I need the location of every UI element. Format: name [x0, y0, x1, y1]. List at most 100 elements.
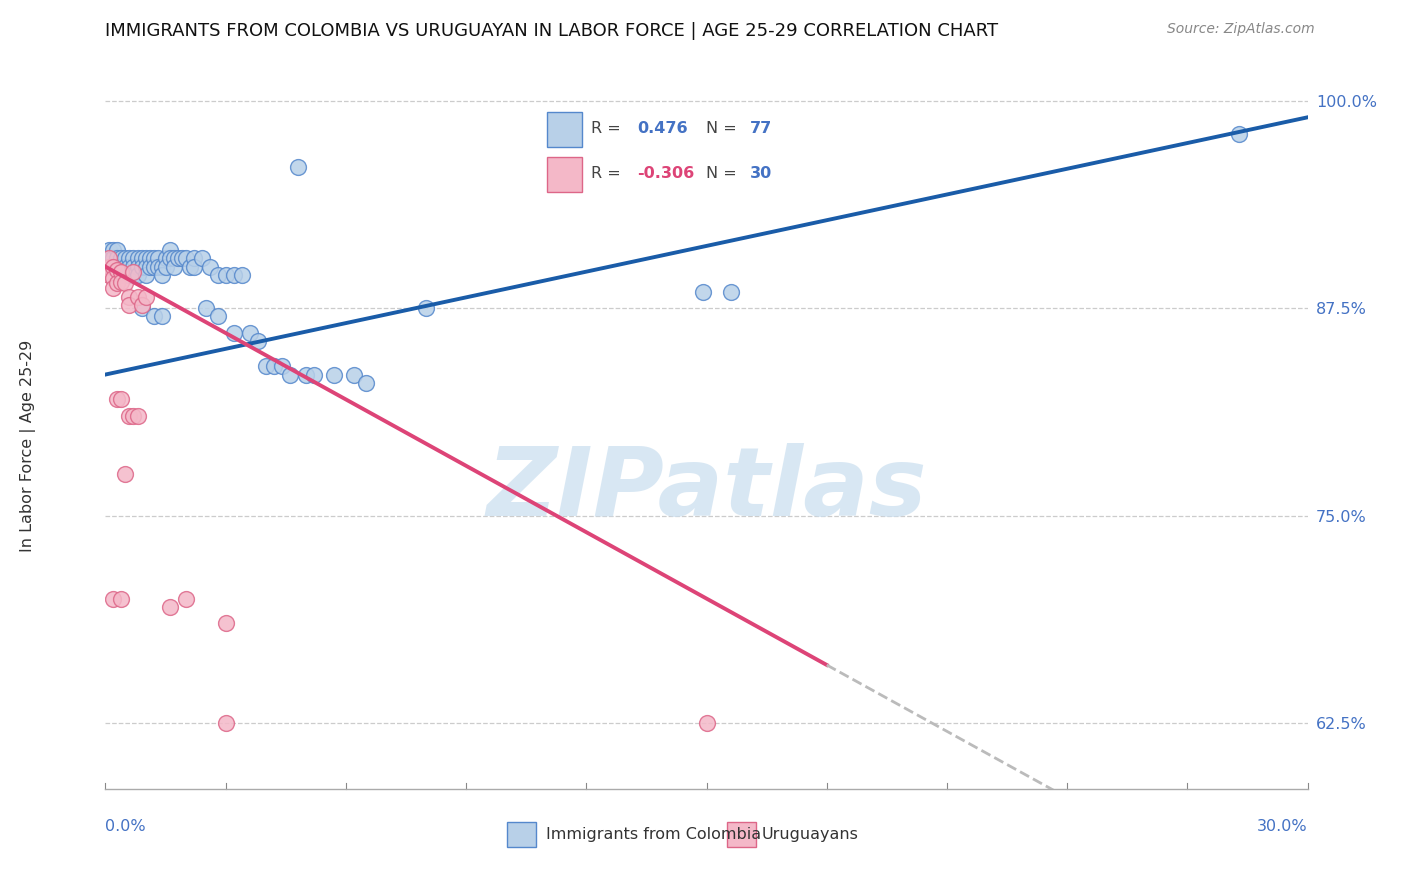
- Text: IMMIGRANTS FROM COLOMBIA VS URUGUAYAN IN LABOR FORCE | AGE 25-29 CORRELATION CHA: IMMIGRANTS FROM COLOMBIA VS URUGUAYAN IN…: [105, 22, 998, 40]
- Point: [127, 260, 149, 274]
- Point: [98, 260, 121, 274]
- Text: N =: N =: [706, 166, 737, 181]
- Point: [98, 243, 121, 257]
- Point: [322, 368, 344, 382]
- Point: [131, 252, 153, 266]
- Point: [110, 392, 132, 407]
- FancyBboxPatch shape: [727, 822, 756, 847]
- Point: [110, 265, 132, 279]
- Point: [135, 260, 157, 274]
- Point: [207, 310, 229, 324]
- Point: [138, 260, 160, 274]
- Point: [159, 599, 181, 614]
- Point: [146, 260, 169, 274]
- Point: [174, 591, 197, 606]
- Point: [159, 243, 181, 257]
- FancyBboxPatch shape: [547, 112, 582, 147]
- Point: [696, 716, 718, 731]
- Point: [146, 252, 169, 266]
- Text: Source: ZipAtlas.com: Source: ZipAtlas.com: [1167, 22, 1315, 37]
- Point: [98, 252, 121, 266]
- Point: [103, 271, 125, 285]
- Point: [103, 243, 125, 257]
- Point: [183, 252, 205, 266]
- Point: [98, 252, 121, 266]
- FancyBboxPatch shape: [547, 157, 582, 192]
- Point: [150, 260, 173, 274]
- Point: [174, 252, 197, 266]
- Point: [183, 260, 205, 274]
- Point: [142, 252, 165, 266]
- Point: [98, 268, 121, 282]
- Point: [103, 591, 125, 606]
- Point: [170, 252, 193, 266]
- Point: [127, 409, 149, 423]
- Point: [107, 260, 129, 274]
- Point: [222, 268, 245, 282]
- Text: N =: N =: [706, 121, 737, 136]
- Text: In Labor Force | Age 25-29: In Labor Force | Age 25-29: [20, 340, 37, 552]
- Point: [135, 289, 157, 303]
- Point: [278, 368, 301, 382]
- Point: [287, 160, 309, 174]
- Point: [239, 326, 262, 340]
- Point: [142, 310, 165, 324]
- Point: [150, 310, 173, 324]
- Point: [110, 591, 132, 606]
- Text: -0.306: -0.306: [637, 166, 695, 181]
- Point: [263, 359, 285, 374]
- Point: [122, 409, 145, 423]
- Point: [190, 252, 212, 266]
- Point: [107, 392, 129, 407]
- Point: [118, 289, 141, 303]
- Point: [122, 260, 145, 274]
- Point: [138, 252, 160, 266]
- Point: [114, 277, 136, 291]
- Point: [194, 301, 217, 315]
- Point: [354, 376, 377, 390]
- Text: 77: 77: [749, 121, 772, 136]
- Point: [222, 326, 245, 340]
- Point: [198, 260, 221, 274]
- Point: [214, 716, 236, 731]
- Point: [118, 268, 141, 282]
- Point: [107, 263, 129, 277]
- Point: [131, 298, 153, 312]
- Point: [214, 616, 236, 631]
- Point: [692, 285, 714, 299]
- Point: [295, 368, 318, 382]
- Point: [107, 277, 129, 291]
- Point: [131, 301, 153, 315]
- Text: 30: 30: [749, 166, 772, 181]
- Point: [118, 409, 141, 423]
- Point: [207, 268, 229, 282]
- Point: [720, 285, 742, 299]
- Point: [166, 252, 188, 266]
- Point: [142, 260, 165, 274]
- Point: [246, 334, 269, 349]
- Point: [103, 252, 125, 266]
- Point: [122, 268, 145, 282]
- Point: [118, 252, 141, 266]
- Point: [103, 260, 125, 274]
- Point: [415, 301, 437, 315]
- Point: [107, 243, 129, 257]
- Point: [135, 268, 157, 282]
- Text: 0.0%: 0.0%: [105, 819, 146, 834]
- Point: [103, 260, 125, 274]
- Point: [107, 252, 129, 266]
- Point: [122, 265, 145, 279]
- Point: [131, 260, 153, 274]
- Point: [122, 252, 145, 266]
- Point: [254, 359, 277, 374]
- Point: [155, 252, 177, 266]
- Text: R =: R =: [591, 121, 620, 136]
- Point: [118, 260, 141, 274]
- Point: [110, 268, 132, 282]
- Text: ZIPatlas: ZIPatlas: [486, 443, 927, 536]
- Text: 30.0%: 30.0%: [1257, 819, 1308, 834]
- Point: [127, 268, 149, 282]
- Point: [110, 275, 132, 289]
- Text: Immigrants from Colombia: Immigrants from Colombia: [546, 828, 761, 842]
- Point: [114, 467, 136, 482]
